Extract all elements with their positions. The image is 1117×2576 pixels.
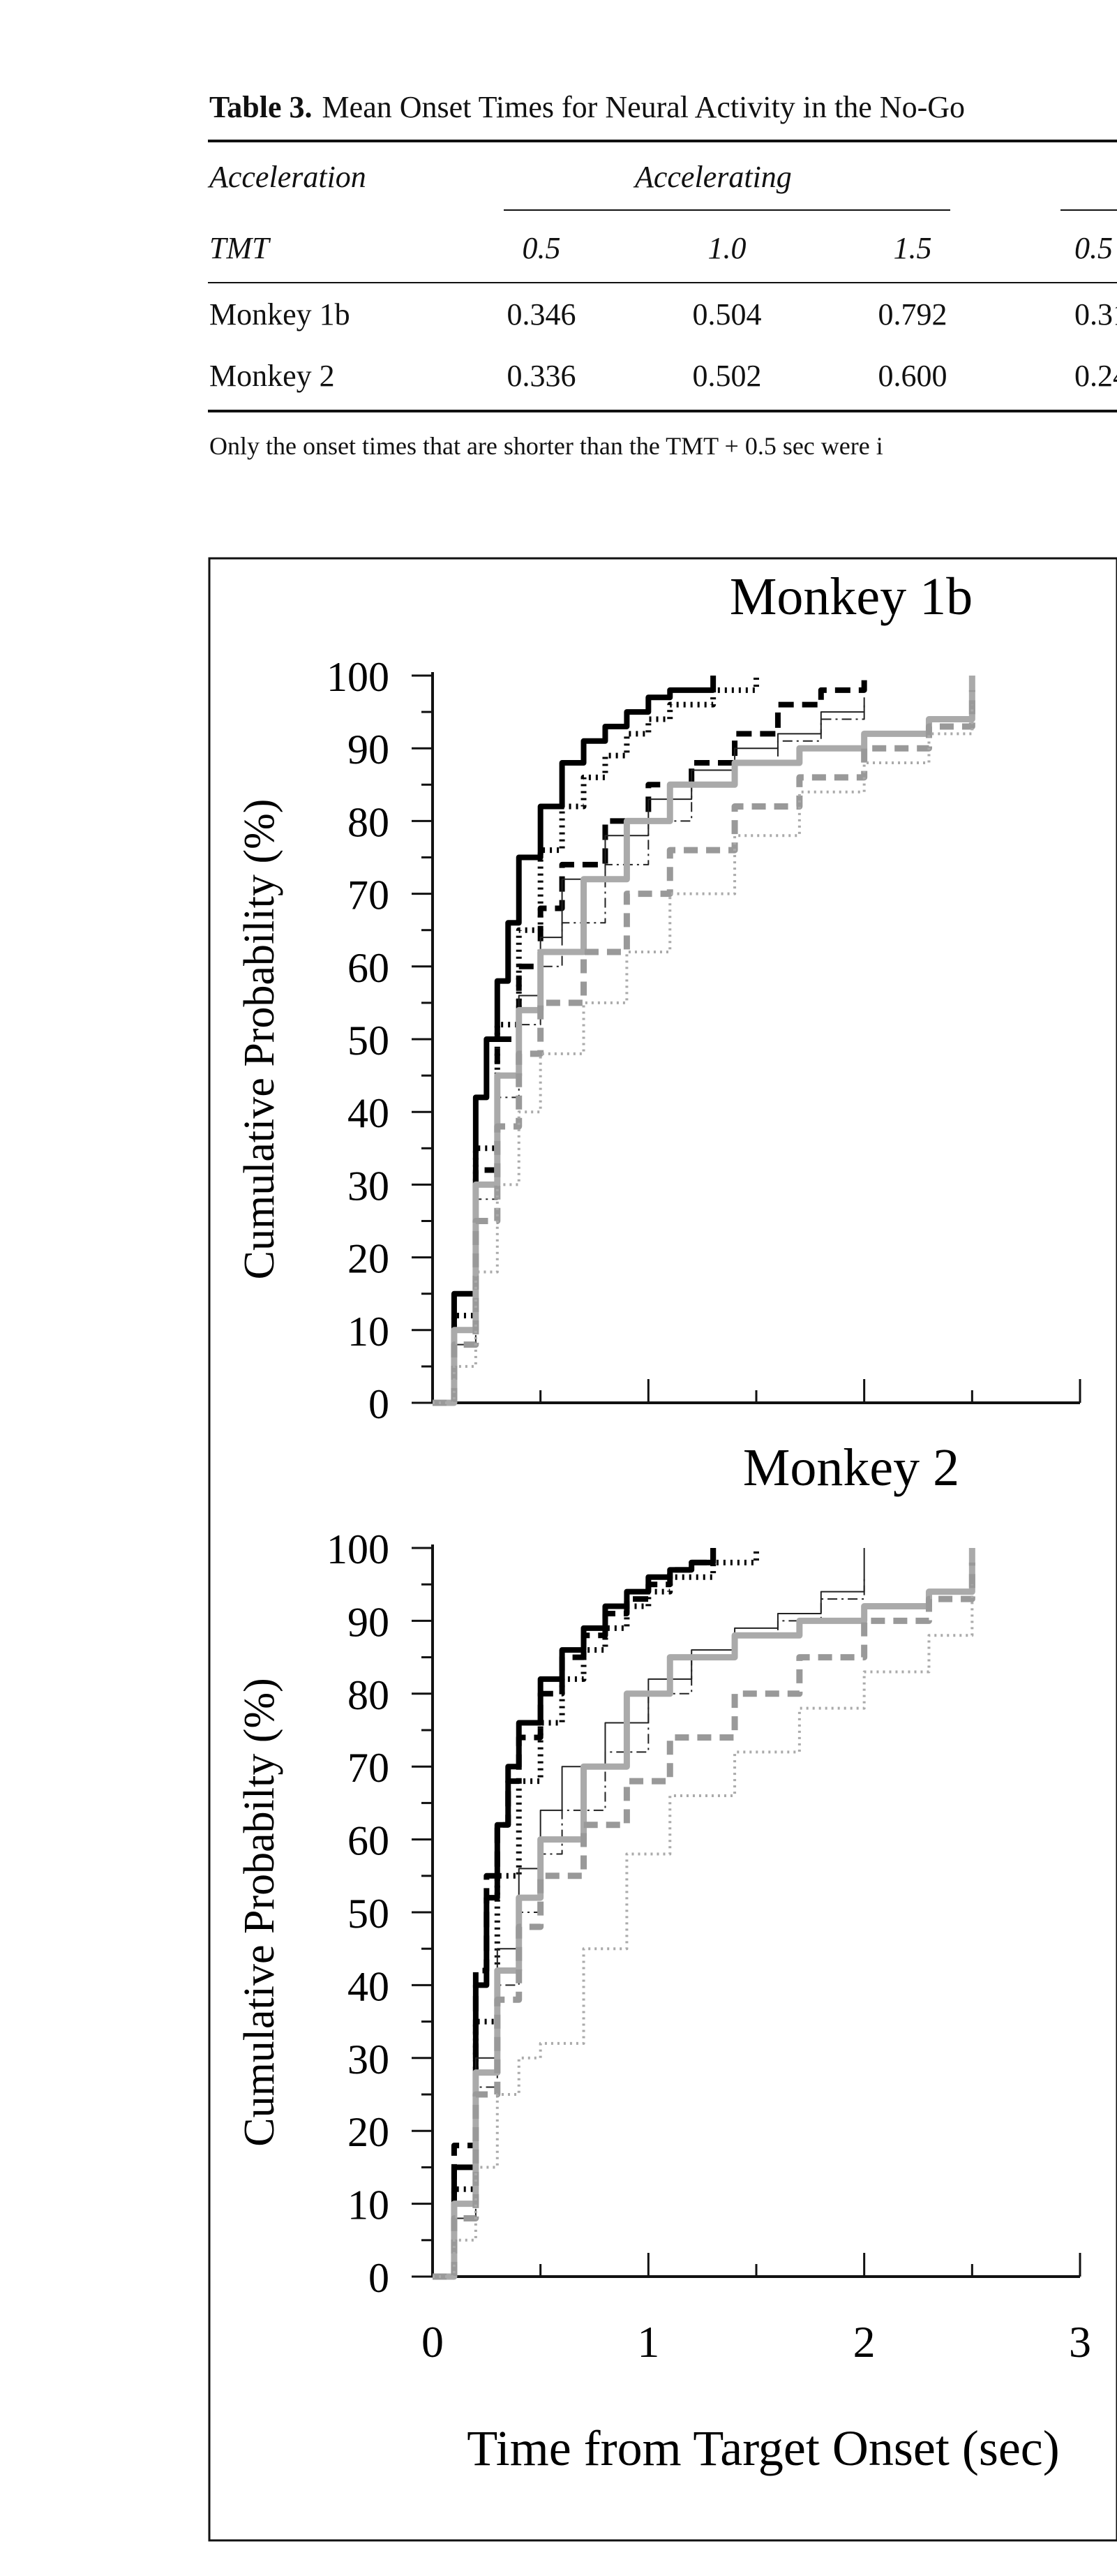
header-acceleration: Acceleration <box>209 160 366 194</box>
table-note: Only the onset times that are shorter th… <box>209 432 883 460</box>
plot-monkey-2: Monkey 2 0 10 20 30 40 50 60 70 80 90 100 0 1 2 3 Cumula… <box>236 1438 1091 2476</box>
y-tick-label: 90 <box>347 727 389 773</box>
y-tick-label: 90 <box>347 1599 389 1645</box>
y-tick-label: 80 <box>347 1672 389 1718</box>
table-bottom-rule <box>208 410 1117 412</box>
tmt-value: 1.0 <box>707 231 747 265</box>
series-line-dashdot-thin <box>433 704 865 1404</box>
y-tick-label: 30 <box>347 1163 389 1209</box>
table-cell: 0.792 <box>878 297 947 332</box>
y-tick-label: 10 <box>347 2182 389 2228</box>
table-label: Table 3. <box>209 90 313 124</box>
tmt-value: 0.5 <box>522 231 561 265</box>
table-cell: 0.31 <box>1074 297 1117 332</box>
y-tick-label: 80 <box>347 799 389 845</box>
chart-title: Monkey 2 <box>743 1438 959 1497</box>
series-line-solid-gray <box>433 1548 975 2280</box>
row-label: Monkey 2 <box>209 359 335 393</box>
header-tmt: TMT <box>209 231 269 265</box>
y-tick-label: 70 <box>347 872 389 918</box>
y-axis-label: Cumulative Probability (%) <box>236 799 283 1280</box>
figure-frame <box>208 557 1117 2542</box>
table-cell: 0.336 <box>507 359 576 393</box>
row-label: Monkey 1b <box>209 297 350 332</box>
table-cell: 0.24 <box>1074 359 1117 393</box>
header-accelerating: Accelerating <box>635 160 792 194</box>
tmt-value: 0.5 <box>1074 231 1113 265</box>
y-tick-label: 0 <box>368 2255 389 2301</box>
y-tick-label: 60 <box>347 1818 389 1864</box>
header-rule <box>208 282 1117 283</box>
tmt-value: 1.5 <box>893 231 932 265</box>
y-tick-label: 60 <box>347 945 389 991</box>
table-cell: 0.346 <box>507 297 576 332</box>
table-title: Mean Onset Times for Neural Activity in … <box>322 90 965 124</box>
series-line-dotted-thick <box>433 1548 759 2279</box>
y-tick-label: 20 <box>347 1236 389 1282</box>
series-line-dotted-thick <box>433 676 759 1406</box>
x-tick-label: 3 <box>1069 2317 1091 2367</box>
table-cell: 0.600 <box>878 359 947 393</box>
table-cell: 0.502 <box>692 359 762 393</box>
series-line-dotted-gray <box>433 704 974 1404</box>
series-line-dashed-gray <box>433 1562 975 2280</box>
y-tick-label: 0 <box>368 1381 389 1427</box>
x-tick-label: 2 <box>853 2317 876 2367</box>
series-line-solid-thick <box>433 676 717 1406</box>
y-tick-label: 50 <box>347 1891 389 1937</box>
y-tick-label: 100 <box>327 1526 389 1572</box>
table-caption: Table 3. Mean Onset Times for Neural Acti… <box>209 89 965 125</box>
y-tick-label: 20 <box>347 2109 389 2155</box>
y-tick-label: 30 <box>347 2037 389 2083</box>
y-tick-label: 40 <box>347 1090 389 1136</box>
y-tick-label: 10 <box>347 1309 389 1355</box>
series-line-dashed-thick <box>433 676 867 1406</box>
series-line-solid-gray <box>433 676 975 1406</box>
series-line-dashed-gray <box>433 690 975 1406</box>
series-line-dotted-gray <box>433 1584 974 2278</box>
accelerating-underline <box>504 209 950 211</box>
series-line-dashdot-thin <box>433 1577 865 2277</box>
y-tick-label: 70 <box>347 1745 389 1791</box>
table-top-rule <box>208 140 1117 142</box>
chart-title: Monkey 1b <box>730 567 973 626</box>
y-tick-label: 40 <box>347 1963 389 2009</box>
table-cell: 0.504 <box>692 297 762 332</box>
x-axis-label: Time from Target Onset (sec) <box>467 2420 1059 2476</box>
x-tick-label: 1 <box>637 2317 659 2367</box>
y-axis-label: Cumulative Probabilty (%) <box>236 1678 283 2147</box>
x-tick-label: 0 <box>421 2317 444 2367</box>
y-tick-label: 100 <box>327 654 389 700</box>
plot-monkey-1b: Monkey 1b 0 10 20 30 40 50 60 70 80 90 100 Cumulativ… <box>236 567 1081 1427</box>
next-group-underline <box>1060 209 1117 211</box>
y-tick-label: 50 <box>347 1018 389 1064</box>
